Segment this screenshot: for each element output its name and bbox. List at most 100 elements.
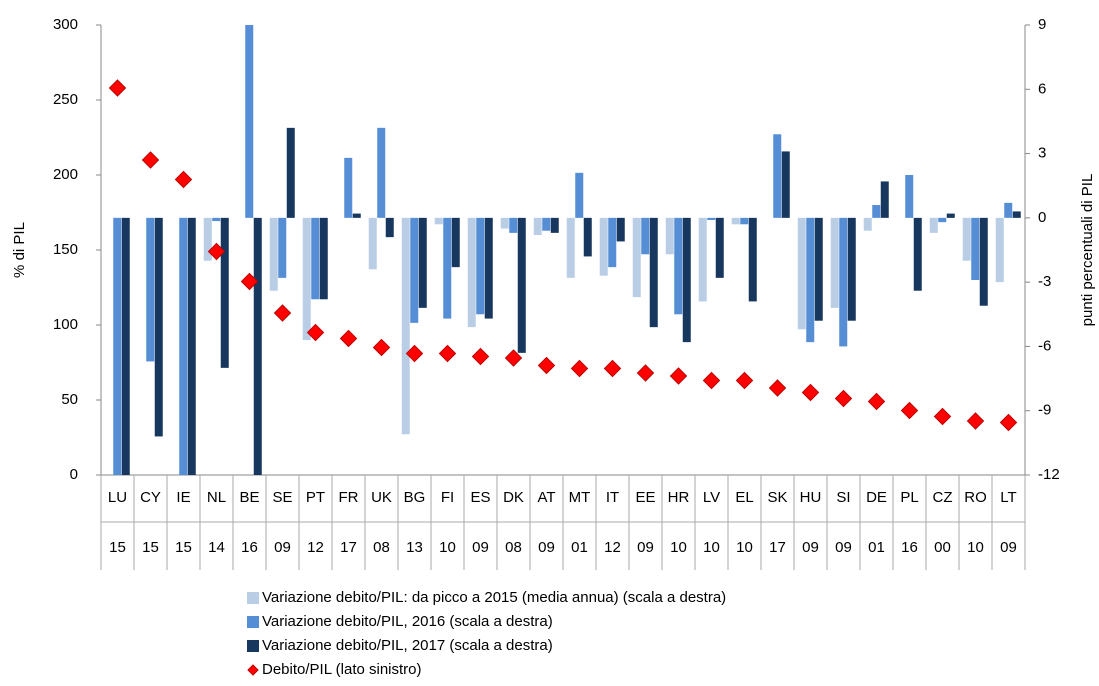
bar bbox=[401, 217, 410, 435]
bar bbox=[220, 217, 229, 368]
x-tick-label: RO bbox=[964, 489, 987, 506]
bar bbox=[913, 217, 922, 291]
x-tick-label: EL bbox=[735, 489, 753, 506]
bar bbox=[344, 157, 353, 218]
bar bbox=[517, 217, 526, 353]
bar bbox=[599, 217, 608, 276]
y2-tick-label: -9 bbox=[1038, 402, 1051, 419]
bar bbox=[872, 205, 881, 218]
bar bbox=[905, 175, 914, 218]
y2-tick-label: 3 bbox=[1038, 145, 1046, 162]
bar bbox=[806, 217, 815, 343]
point bbox=[240, 272, 259, 291]
bar bbox=[847, 217, 856, 321]
x-tick-label: DK bbox=[503, 489, 524, 506]
bar bbox=[698, 217, 707, 302]
bar bbox=[773, 134, 782, 218]
legend-swatch bbox=[247, 592, 259, 604]
bar bbox=[121, 217, 130, 475]
bar bbox=[979, 217, 988, 306]
legend-label: Variazione debito/PIL: da picco a 2015 (… bbox=[262, 589, 726, 606]
x-period-label: 14 bbox=[208, 539, 225, 556]
bar bbox=[1012, 211, 1021, 218]
x-tick-label: BE bbox=[239, 489, 259, 506]
bar bbox=[187, 217, 196, 475]
x-tick-label: PT bbox=[306, 489, 325, 506]
x-period-label: 08 bbox=[373, 539, 390, 556]
bar bbox=[797, 217, 806, 330]
point bbox=[867, 392, 886, 411]
x-tick-label: IE bbox=[176, 489, 190, 506]
x-period-label: 12 bbox=[307, 539, 324, 556]
x-period-label: 17 bbox=[769, 539, 786, 556]
bar bbox=[533, 217, 542, 235]
x-period-label: 09 bbox=[538, 539, 555, 556]
bar bbox=[377, 127, 386, 218]
point bbox=[603, 359, 622, 378]
bar bbox=[352, 213, 361, 218]
bar bbox=[830, 217, 839, 308]
bar bbox=[649, 217, 658, 328]
point bbox=[537, 356, 556, 375]
x-tick-label: FR bbox=[339, 489, 359, 506]
x-tick-label: EE bbox=[635, 489, 655, 506]
bar bbox=[443, 217, 452, 319]
x-period-label: 08 bbox=[505, 539, 522, 556]
bar bbox=[286, 127, 295, 218]
bar bbox=[451, 217, 460, 268]
x-period-label: 10 bbox=[736, 539, 753, 556]
x-period-label: 09 bbox=[472, 539, 489, 556]
x-period-label: 10 bbox=[703, 539, 720, 556]
bar bbox=[839, 217, 848, 347]
bar bbox=[154, 217, 163, 437]
bar bbox=[434, 217, 443, 225]
x-tick-label: ES bbox=[470, 489, 490, 506]
y2-tick-label: 6 bbox=[1038, 80, 1046, 97]
x-tick-label: FI bbox=[441, 489, 454, 506]
x-period-label: 16 bbox=[241, 539, 258, 556]
y2-tick-label: -6 bbox=[1038, 337, 1051, 354]
bar bbox=[212, 217, 221, 222]
point bbox=[405, 344, 424, 363]
x-tick-label: NL bbox=[207, 489, 226, 506]
point bbox=[438, 344, 457, 363]
x-period-label: 09 bbox=[835, 539, 852, 556]
y-axis-label: % di PIL bbox=[11, 222, 28, 278]
y-tick-label: 150 bbox=[53, 241, 78, 258]
point bbox=[702, 371, 721, 390]
bar bbox=[962, 217, 971, 261]
y-tick-label: 250 bbox=[53, 91, 78, 108]
x-tick-label: HU bbox=[800, 489, 822, 506]
y2-tick-label: 9 bbox=[1038, 16, 1046, 33]
plot-area bbox=[113, 25, 1021, 475]
bar bbox=[278, 217, 287, 278]
point bbox=[339, 329, 358, 348]
point bbox=[801, 383, 820, 402]
x-period-label: 10 bbox=[670, 539, 687, 556]
y-tick-label: 200 bbox=[53, 166, 78, 183]
bar bbox=[575, 172, 584, 218]
legend-swatch bbox=[247, 664, 259, 676]
x-tick-label: SE bbox=[272, 489, 292, 506]
x-tick-label: UK bbox=[371, 489, 392, 506]
x-tick-label: SI bbox=[836, 489, 850, 506]
bar bbox=[476, 217, 485, 315]
bar bbox=[641, 217, 650, 255]
point bbox=[933, 407, 952, 426]
x-tick-label: DE bbox=[866, 489, 887, 506]
x-period-label: 15 bbox=[175, 539, 192, 556]
x-tick-label: LV bbox=[703, 489, 720, 506]
bar bbox=[509, 217, 518, 233]
point bbox=[207, 242, 226, 261]
bar bbox=[929, 217, 938, 233]
y2-tick-label: -3 bbox=[1038, 273, 1051, 290]
y2-tick-label: -12 bbox=[1038, 466, 1060, 483]
x-period-label: 13 bbox=[406, 539, 423, 556]
bar bbox=[674, 217, 683, 315]
bar bbox=[410, 217, 419, 323]
y-tick-label: 300 bbox=[53, 16, 78, 33]
x-tick-label: SK bbox=[767, 489, 787, 506]
x-tick-label: LU bbox=[108, 489, 127, 506]
bar bbox=[484, 217, 493, 319]
x-period-label: 09 bbox=[274, 539, 291, 556]
